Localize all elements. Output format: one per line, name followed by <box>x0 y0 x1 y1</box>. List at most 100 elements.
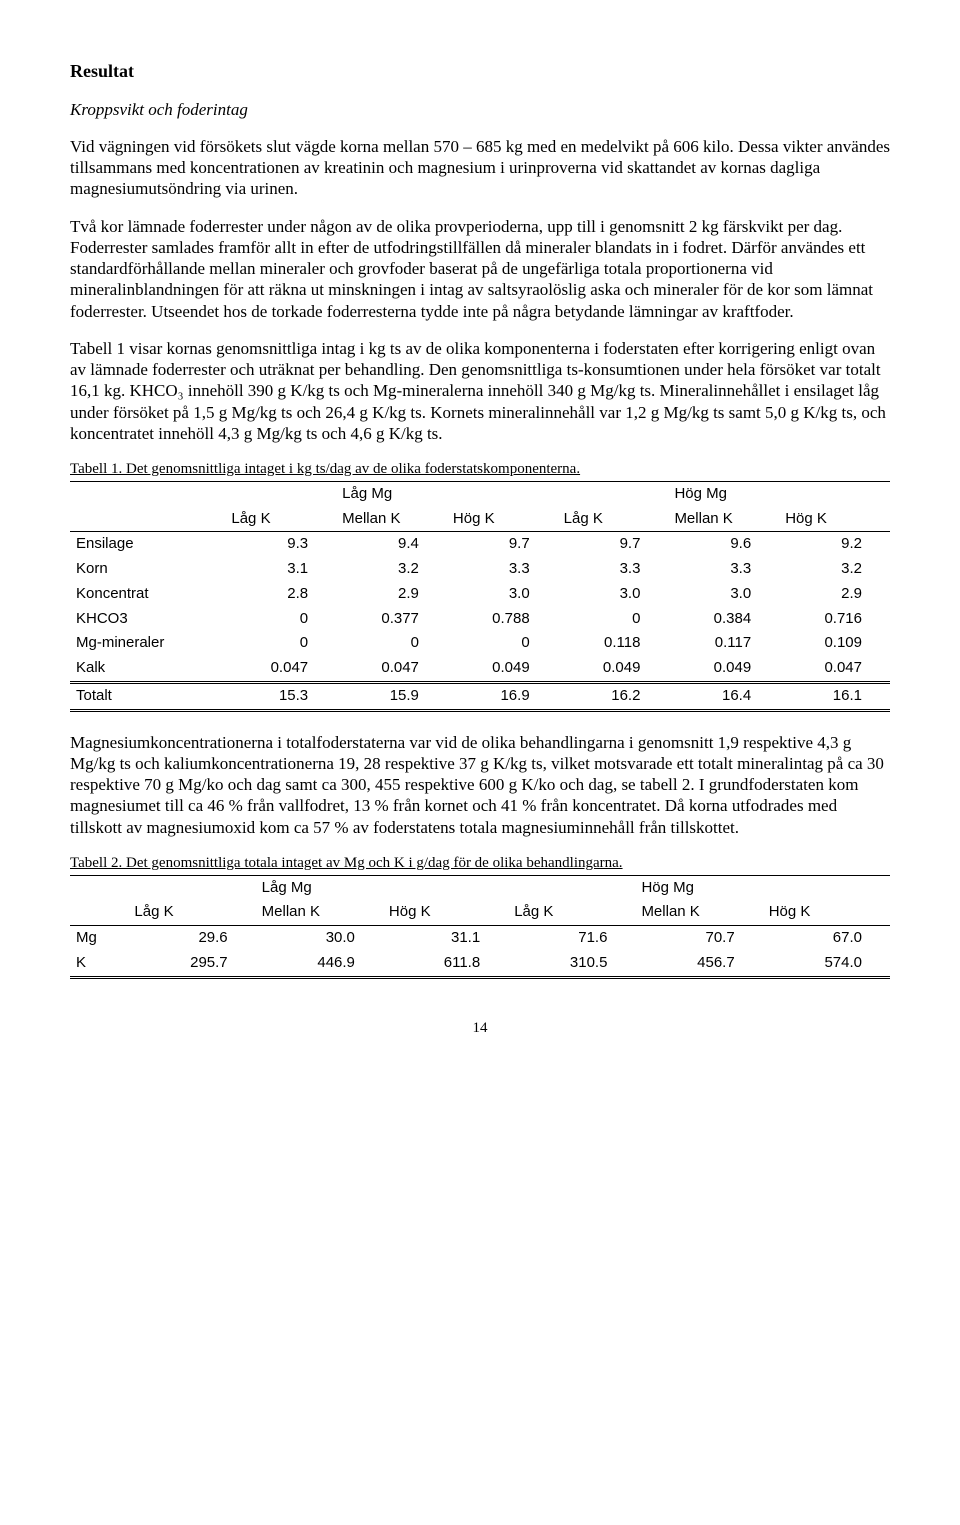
table1-cell: 0.384 <box>668 607 779 632</box>
table1-cell: 15.3 <box>225 682 336 710</box>
table1-cell: 3.3 <box>668 557 779 582</box>
table1-cell: 0 <box>225 631 336 656</box>
table1-row-label: KHCO3 <box>70 607 225 632</box>
paragraph: Vid vägningen vid försökets slut vägde k… <box>70 136 890 200</box>
page-number: 14 <box>70 1019 890 1038</box>
table1-cell: 2.9 <box>779 582 890 607</box>
table2-cell: 67.0 <box>763 926 890 951</box>
section-subheading: Kroppsvikt och foderintag <box>70 99 890 120</box>
table1-cell: 3.1 <box>225 557 336 582</box>
table1-cell: 9.4 <box>336 532 447 557</box>
table2: Låg Mg Hög Mg Låg K Mellan K Hög K Låg K… <box>70 875 890 979</box>
table1-cell: 0.047 <box>336 656 447 682</box>
table1-cell: 0.047 <box>779 656 890 682</box>
table2-group-header: Låg Mg Hög Mg <box>70 875 890 900</box>
table2-cell: 456.7 <box>635 951 762 977</box>
table1-cell: 0.117 <box>668 631 779 656</box>
table1-cell: 0.047 <box>225 656 336 682</box>
table1-cell: 9.6 <box>668 532 779 557</box>
table1-cell: 0.049 <box>447 656 558 682</box>
table1-sub-header: Låg K Mellan K Hög K Låg K Mellan K Hög … <box>70 507 890 532</box>
table2-sub-header: Låg K Mellan K Hög K Låg K Mellan K Hög … <box>70 900 890 925</box>
table1-cell: 3.2 <box>336 557 447 582</box>
table2-row-label: Mg <box>70 926 128 951</box>
table1-row: KHCO3 0 0.377 0.788 0 0.384 0.716 <box>70 607 890 632</box>
table2-group-lowmg: Låg Mg <box>256 875 383 900</box>
table1-col-header: Låg K <box>558 507 669 532</box>
table1-cell: 3.0 <box>558 582 669 607</box>
table2-col-header: Mellan K <box>635 900 762 925</box>
table1-cell: 0 <box>447 631 558 656</box>
table1-row: Korn 3.1 3.2 3.3 3.3 3.3 3.2 <box>70 557 890 582</box>
table1-cell: 3.0 <box>668 582 779 607</box>
table2-cell: 29.6 <box>128 926 255 951</box>
table1-cell: 0.109 <box>779 631 890 656</box>
table1-cell: 0.377 <box>336 607 447 632</box>
table2-caption: Tabell 2. Det genomsnittliga totala inta… <box>70 854 890 873</box>
table2-row: K 295.7 446.9 611.8 310.5 456.7 574.0 <box>70 951 890 977</box>
table2-row: Mg 29.6 30.0 31.1 71.6 70.7 67.0 <box>70 926 890 951</box>
table1-row-label: Koncentrat <box>70 582 225 607</box>
table1-caption: Tabell 1. Det genomsnittliga intaget i k… <box>70 460 890 479</box>
table1-cell: 3.3 <box>447 557 558 582</box>
table1-col-header: Mellan K <box>668 507 779 532</box>
table1-col-header: Mellan K <box>336 507 447 532</box>
table1-cell: 0 <box>225 607 336 632</box>
paragraph: Tabell 1 visar kornas genomsnittliga int… <box>70 338 890 444</box>
table2-cell: 30.0 <box>256 926 383 951</box>
table1-col-header: Hög K <box>447 507 558 532</box>
table2-cell: 310.5 <box>508 951 635 977</box>
table1-cell: 0 <box>336 631 447 656</box>
table1-row: Kalk 0.047 0.047 0.049 0.049 0.049 0.047 <box>70 656 890 682</box>
table1-group-highmg: Hög Mg <box>668 481 779 506</box>
table1-cell: 3.2 <box>779 557 890 582</box>
table2-col-header: Hög K <box>763 900 890 925</box>
table1-cell: 16.9 <box>447 682 558 710</box>
table2-cell: 446.9 <box>256 951 383 977</box>
table1-cell: 0.118 <box>558 631 669 656</box>
table1-cell: 0.049 <box>668 656 779 682</box>
table2-col-header: Låg K <box>128 900 255 925</box>
table1-cell: 0 <box>558 607 669 632</box>
table1: Låg Mg Hög Mg Låg K Mellan K Hög K Låg K… <box>70 481 890 712</box>
table1-cell: 3.0 <box>447 582 558 607</box>
table1-cell: 2.9 <box>336 582 447 607</box>
paragraph: Magnesiumkoncentrationerna i totalfoders… <box>70 732 890 838</box>
table1-cell: 16.4 <box>668 682 779 710</box>
table1-cell: 9.3 <box>225 532 336 557</box>
table1-cell: 9.2 <box>779 532 890 557</box>
table1-row-label: Totalt <box>70 682 225 710</box>
table2-col-header: Hög K <box>383 900 508 925</box>
table1-row-total: Totalt 15.3 15.9 16.9 16.2 16.4 16.1 <box>70 682 890 710</box>
table1-group-lowmg: Låg Mg <box>336 481 447 506</box>
table1-col-header: Låg K <box>225 507 336 532</box>
table1-cell: 0.716 <box>779 607 890 632</box>
paragraph: Två kor lämnade foderrester under någon … <box>70 216 890 322</box>
table1-row: Ensilage 9.3 9.4 9.7 9.7 9.6 9.2 <box>70 532 890 557</box>
table1-cell: 2.8 <box>225 582 336 607</box>
table1-cell: 9.7 <box>558 532 669 557</box>
table1-row: Mg-mineraler 0 0 0 0.118 0.117 0.109 <box>70 631 890 656</box>
table1-group-header: Låg Mg Hög Mg <box>70 481 890 506</box>
table1-cell: 3.3 <box>558 557 669 582</box>
table1-row: Koncentrat 2.8 2.9 3.0 3.0 3.0 2.9 <box>70 582 890 607</box>
table2-cell: 71.6 <box>508 926 635 951</box>
table2-cell: 70.7 <box>635 926 762 951</box>
table2-cell: 574.0 <box>763 951 890 977</box>
table2-cell: 31.1 <box>383 926 508 951</box>
table2-row-label: K <box>70 951 128 977</box>
table1-cell: 16.1 <box>779 682 890 710</box>
table2-cell: 295.7 <box>128 951 255 977</box>
table1-row-label: Mg-mineraler <box>70 631 225 656</box>
table2-cell: 611.8 <box>383 951 508 977</box>
table2-col-header: Mellan K <box>256 900 383 925</box>
table1-row-label: Kalk <box>70 656 225 682</box>
table1-cell: 9.7 <box>447 532 558 557</box>
table1-row-label: Ensilage <box>70 532 225 557</box>
table1-cell: 0.049 <box>558 656 669 682</box>
table1-cell: 15.9 <box>336 682 447 710</box>
table2-group-highmg: Hög Mg <box>635 875 762 900</box>
table1-cell: 0.788 <box>447 607 558 632</box>
section-heading: Resultat <box>70 60 890 83</box>
table1-row-label: Korn <box>70 557 225 582</box>
